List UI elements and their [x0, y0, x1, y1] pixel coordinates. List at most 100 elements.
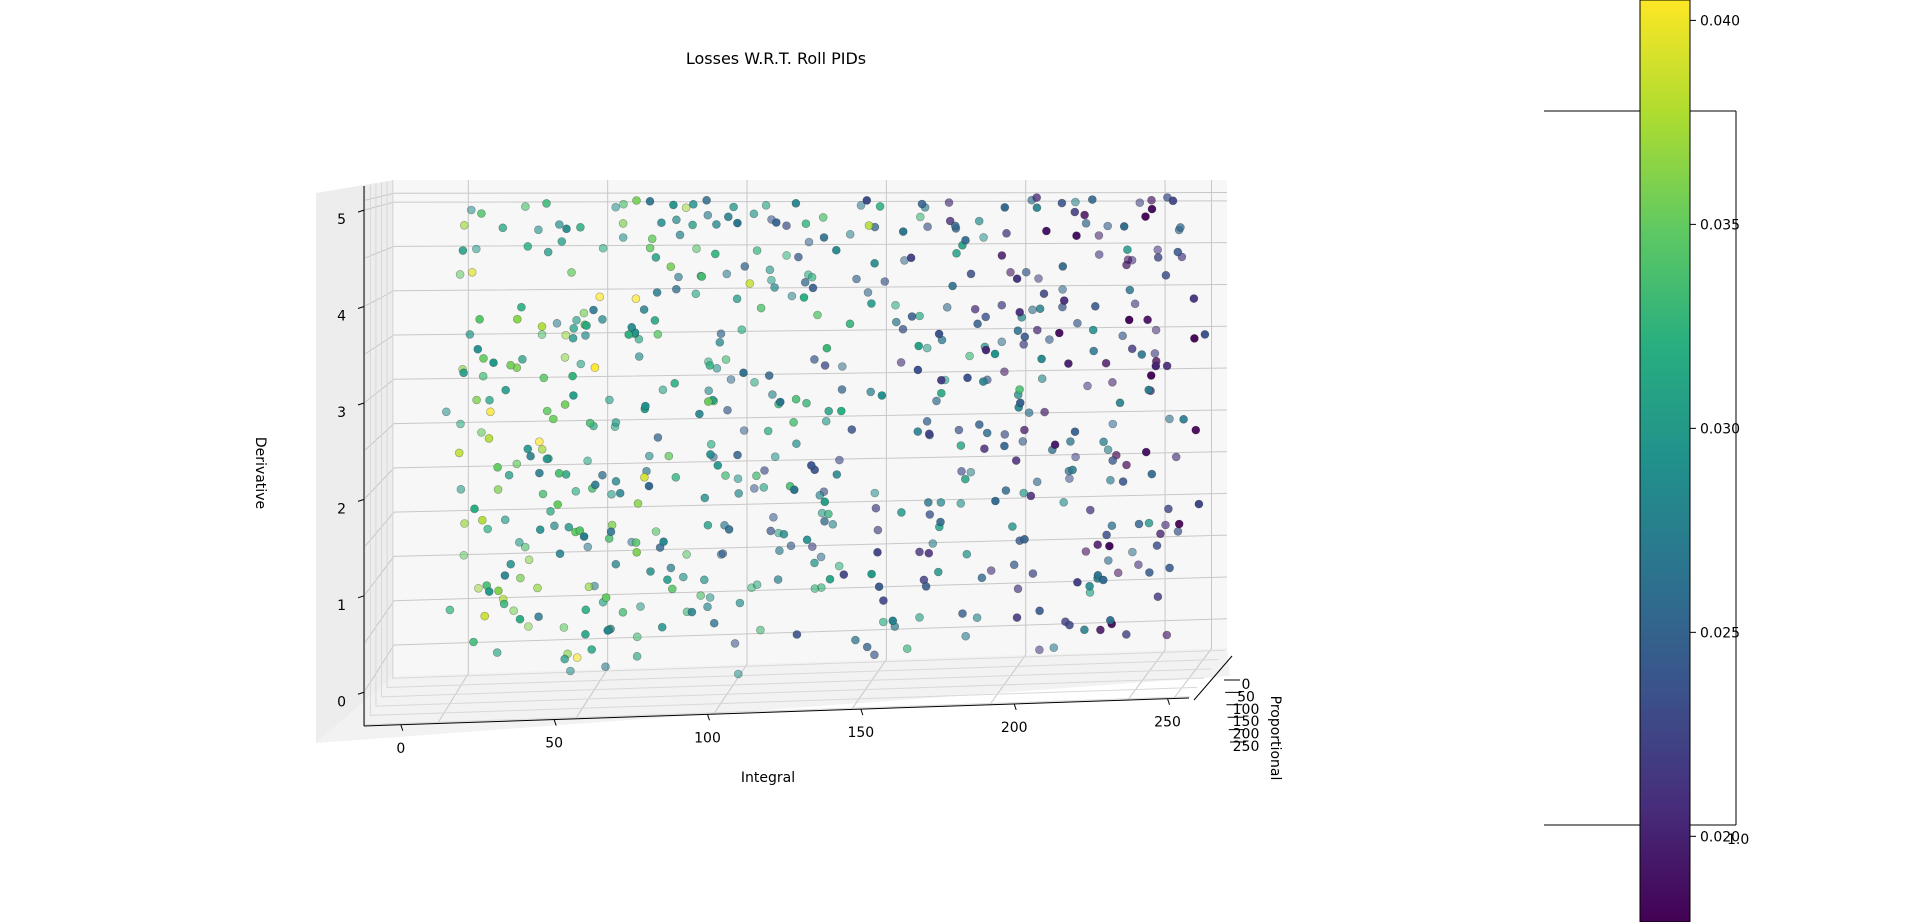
- data-point: [691, 289, 701, 299]
- data-point: [568, 371, 577, 381]
- data-point: [526, 451, 535, 461]
- data-point: [792, 439, 801, 449]
- data-point: [646, 567, 655, 576]
- data-point: [1073, 318, 1082, 328]
- data-point: [523, 444, 533, 454]
- data-point: [966, 269, 976, 279]
- data-point: [1083, 381, 1092, 391]
- data-point: [966, 467, 976, 477]
- data-point: [1001, 486, 1011, 495]
- data-point: [1065, 474, 1074, 483]
- data-point: [1146, 371, 1156, 380]
- data-point: [672, 215, 681, 225]
- data-point: [506, 559, 516, 569]
- data-point: [837, 362, 847, 371]
- data-point: [733, 474, 743, 484]
- data-point: [750, 377, 759, 387]
- data-point: [581, 629, 590, 639]
- data-point: [997, 251, 1007, 260]
- x-grid-line: [437, 180, 469, 724]
- x-tick-mark: [1167, 698, 1171, 705]
- data-point: [723, 212, 733, 222]
- data-point: [658, 385, 668, 395]
- x-tick-mark: [553, 719, 557, 726]
- z-tick-mark: [357, 691, 365, 695]
- data-point: [1015, 385, 1024, 394]
- data-point: [456, 484, 466, 494]
- data-point: [970, 304, 980, 314]
- data-point: [866, 387, 876, 397]
- data-point: [961, 235, 970, 245]
- data-point: [696, 591, 706, 600]
- data-point: [535, 525, 545, 535]
- data-point: [611, 418, 621, 427]
- data-point: [1088, 195, 1097, 204]
- data-point: [867, 569, 876, 579]
- data-point: [483, 524, 493, 534]
- data-point: [871, 503, 881, 513]
- data-point: [706, 439, 716, 449]
- data-point: [1066, 437, 1075, 446]
- data-point: [1072, 231, 1081, 240]
- data-point: [669, 200, 678, 210]
- data-point: [1037, 354, 1046, 364]
- z-tick-label: 1: [337, 598, 346, 614]
- data-point: [657, 622, 667, 632]
- data-point: [1127, 344, 1137, 354]
- data-point: [692, 244, 701, 253]
- data-point: [639, 305, 649, 314]
- data-point: [1020, 425, 1029, 435]
- z-tick-mark: [357, 595, 365, 599]
- data-point: [486, 407, 495, 417]
- data-point: [584, 582, 594, 592]
- data-point: [936, 517, 945, 527]
- data-point: [493, 462, 502, 472]
- data-point: [1019, 488, 1029, 498]
- data-point: [730, 639, 740, 648]
- data-point: [581, 331, 590, 340]
- data-point: [700, 493, 710, 503]
- data-point: [1137, 350, 1147, 359]
- data-point: [1058, 262, 1068, 271]
- data-point: [839, 570, 849, 579]
- colorbar-tick-label: 0.035: [1700, 217, 1740, 233]
- data-point: [1042, 226, 1051, 236]
- data-point: [737, 325, 747, 335]
- data-point: [524, 622, 533, 631]
- data-point: [799, 293, 809, 302]
- data-point: [703, 397, 713, 406]
- data-point: [1122, 460, 1131, 470]
- data-point: [611, 202, 621, 212]
- data-point: [980, 444, 989, 454]
- data-point: [607, 489, 616, 499]
- data-point: [879, 596, 888, 605]
- data-point: [1059, 296, 1069, 305]
- data-point: [1034, 274, 1043, 283]
- data-point: [598, 243, 608, 253]
- data-point: [458, 246, 468, 255]
- data-point: [786, 541, 796, 551]
- data-point: [687, 607, 697, 617]
- data-point: [907, 312, 917, 321]
- data-point: [705, 361, 715, 370]
- data-point: [997, 300, 1007, 310]
- data-point: [659, 537, 668, 547]
- z-grid-line: [363, 492, 1228, 548]
- data-point: [1018, 437, 1028, 446]
- data-point: [1000, 441, 1009, 451]
- z-grid-line: [363, 367, 1228, 404]
- data-point: [666, 262, 676, 272]
- data-point: [1094, 250, 1104, 259]
- data-point: [1200, 330, 1210, 339]
- data-point: [539, 373, 549, 383]
- data-point: [524, 555, 534, 565]
- data-point: [1143, 315, 1152, 325]
- data-point: [478, 371, 488, 381]
- data-point: [782, 251, 791, 260]
- data-point: [981, 312, 991, 322]
- data-point: [1125, 285, 1135, 295]
- data-point: [815, 490, 825, 500]
- data-point: [787, 291, 797, 301]
- data-point: [671, 472, 681, 482]
